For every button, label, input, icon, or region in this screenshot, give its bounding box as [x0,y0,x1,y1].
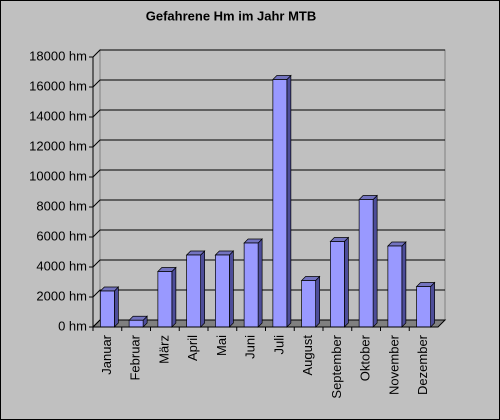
bar-face [358,199,374,328]
chart-title: Gefahrene Hm im Jahr MTB [146,8,317,23]
y-tick-label: 10000 hm [29,168,87,183]
x-tick-label: Juni [243,335,258,359]
bar [300,275,321,328]
y-tick-label: 4000 hm [36,258,87,273]
bar-face [430,281,435,328]
x-tick-label: August [300,335,315,376]
grid-line [92,79,445,88]
grid-line [92,199,445,208]
bar-face [257,238,263,328]
bar-face [387,245,403,328]
x-tick-label: Dezember [415,334,430,395]
bar [128,315,148,328]
x-tick-label: Mai [214,335,229,356]
x-tick-label: Januar [99,334,114,374]
grid-line [92,319,445,328]
x-tick-label: September [329,334,344,398]
bar-face [229,250,234,328]
y-tick-label: 2000 hm [36,288,87,303]
y-tick-label: 12000 hm [29,138,87,153]
grid-line [92,229,445,238]
grid-line [92,139,445,148]
bar-face [200,250,205,328]
x-tick-label: Juli [271,335,286,355]
bar-face [301,280,316,328]
bar-face [272,79,288,328]
bar-face [157,271,173,328]
side-wall [92,48,101,329]
bar-face [330,241,345,328]
x-tick-label: Februar [128,334,143,380]
grid-line [92,49,445,58]
bar-face [128,319,144,328]
bar-face [100,290,115,328]
y-tick-label: 0 hm [58,318,87,333]
bar-face [215,254,230,328]
bar [415,281,436,328]
bar [272,74,292,328]
bar-face [401,241,407,328]
y-tick-label: 14000 hm [29,108,87,123]
bar [157,266,177,328]
bar-face [286,74,292,328]
bar-face [372,194,378,328]
bar [185,250,206,328]
bar [358,194,378,328]
y-tick-label: 16000 hm [29,78,87,93]
x-tick-label: November [386,334,401,395]
y-tick-label: 6000 hm [36,228,87,243]
grid-line [92,259,445,268]
bar-face [344,236,349,328]
y-tick-label: 8000 hm [36,198,87,213]
bar [243,238,263,328]
bar [329,236,350,328]
bar-face [416,286,431,328]
bar-face [243,242,259,328]
bar-face [114,286,119,328]
x-tick-label: Oktober [358,334,373,381]
grid-line [92,169,445,178]
bar-face [171,266,177,328]
bar-face [186,254,201,328]
x-tick-label: April [185,335,200,361]
bar [387,241,407,328]
grid-line [92,109,445,118]
bar [214,250,235,328]
grid-line [92,289,445,298]
x-tick-label: März [156,335,171,364]
bar-face [315,275,320,328]
y-tick-label: 18000 hm [29,48,87,63]
bar [99,286,120,328]
